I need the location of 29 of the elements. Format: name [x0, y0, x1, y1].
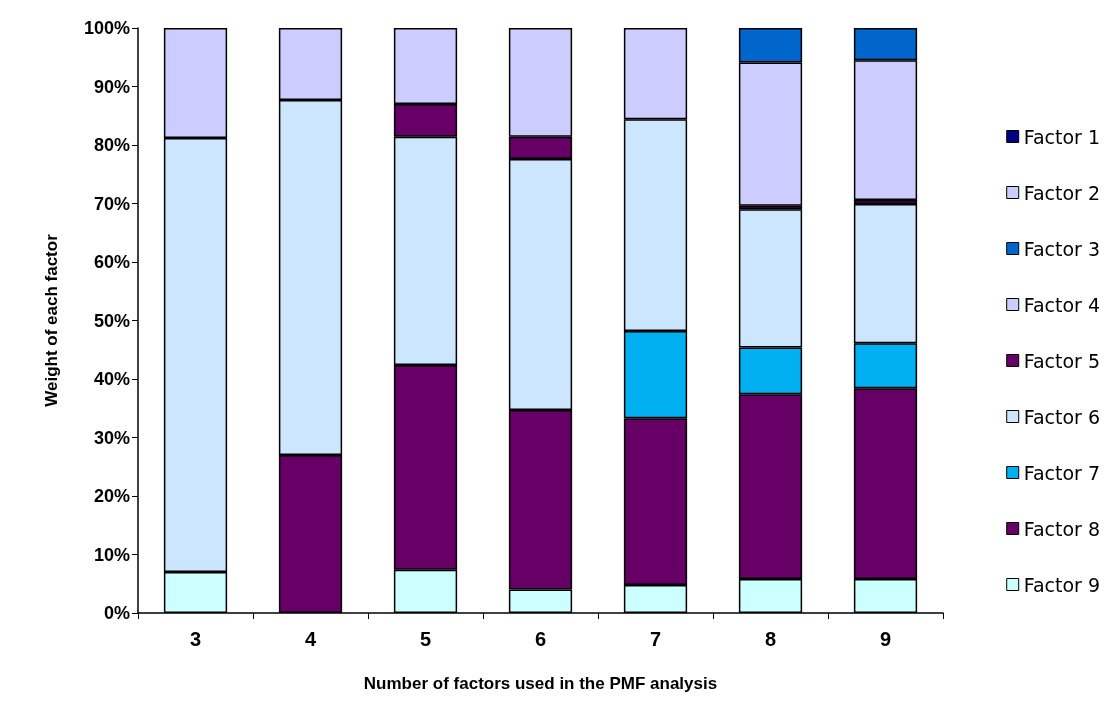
- y-tick-label: 70%: [93, 193, 130, 214]
- y-tick-label: 40%: [93, 369, 130, 389]
- x-tick-label: 4: [304, 628, 317, 650]
- x-tick-label: 6: [534, 628, 547, 650]
- y-tick-label: 100%: [83, 18, 130, 38]
- legend-label: Factor 6: [1023, 405, 1101, 428]
- y-tick-label: 50%: [93, 310, 130, 331]
- x-tick-label: 9: [879, 628, 892, 650]
- legend-label: Factor 4: [1023, 293, 1101, 316]
- x-tick-label: 8: [764, 628, 777, 650]
- y-tick-label: 80%: [93, 135, 130, 155]
- x-tick-label: 3: [189, 628, 202, 650]
- x-tick-label: 7: [649, 628, 662, 650]
- y-tick-label: 10%: [93, 544, 130, 565]
- y-tick-label: 30%: [93, 427, 130, 448]
- y-axis-title: Weight of each factor: [42, 233, 61, 407]
- y-tick-label: 20%: [93, 486, 130, 506]
- legend-label: Factor 1: [1023, 125, 1101, 148]
- y-tick-label: 90%: [93, 76, 130, 97]
- y-tick-label: 0%: [103, 603, 130, 623]
- legend-label: Factor 5: [1023, 349, 1101, 372]
- x-tick-label: 5: [419, 628, 432, 650]
- legend-label: Factor 9: [1023, 573, 1101, 596]
- y-tick-label: 60%: [93, 252, 130, 272]
- legend-label: Factor 2: [1023, 181, 1101, 204]
- legend-label: Factor 8: [1023, 517, 1101, 540]
- legend-label: Factor 3: [1023, 237, 1101, 260]
- x-axis-title: Number of factors used in the PMF analysis: [363, 674, 718, 693]
- legend-label: Factor 7: [1023, 461, 1101, 484]
